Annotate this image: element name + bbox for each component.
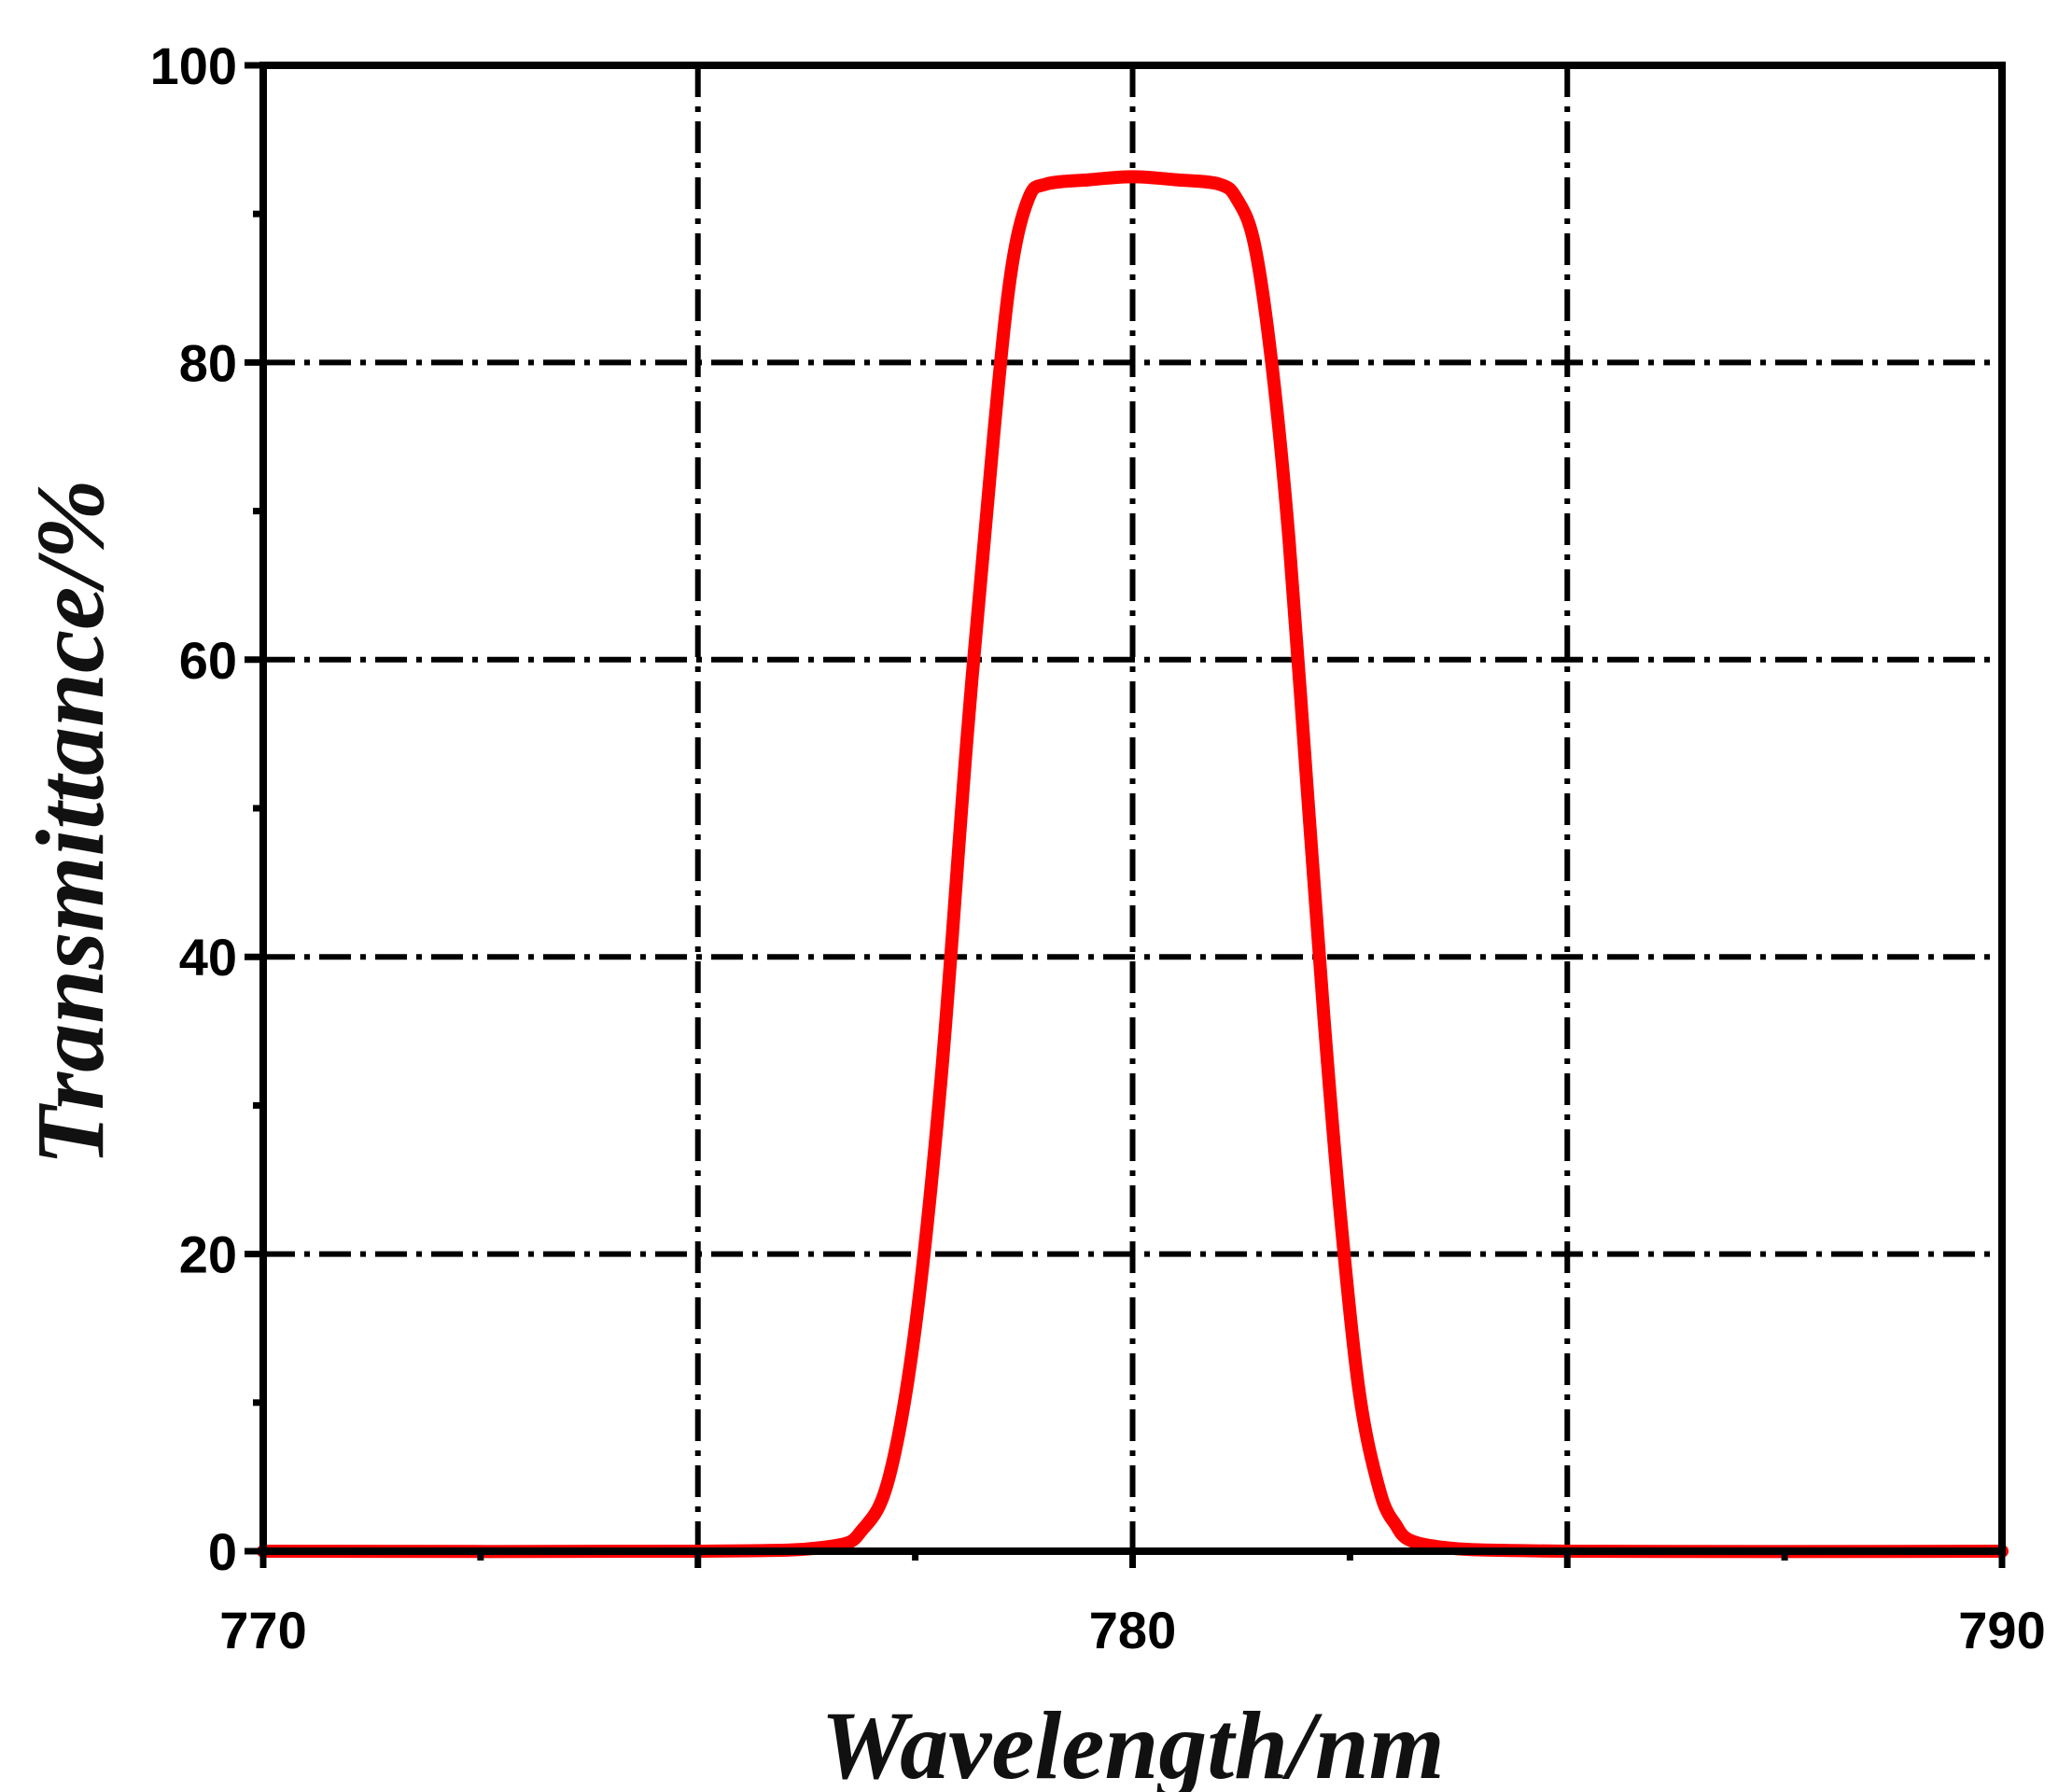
y-tick-label: 100 [150, 36, 237, 95]
axis-ticks [245, 62, 2006, 1568]
y-axis-title: Transmittance/% [17, 479, 124, 1166]
y-tick-label: 40 [179, 928, 237, 987]
y-tick-label: 60 [179, 631, 237, 690]
transmittance-series-line [257, 170, 2009, 1559]
series-layer [257, 170, 2009, 1559]
y-tick-label: 0 [208, 1522, 237, 1581]
x-tick-label: 790 [1958, 1601, 2045, 1659]
x-tick-label: 770 [219, 1601, 306, 1659]
y-tick-label: 80 [179, 333, 237, 392]
grid [263, 65, 2002, 1551]
x-tick-labels: 770 780 790 [219, 1601, 2045, 1659]
x-tick-label: 780 [1089, 1601, 1176, 1659]
y-tick-label: 20 [179, 1225, 237, 1284]
x-axis-title: Wavelength/nm [820, 1692, 1444, 1792]
y-tick-labels: 0 20 40 60 80 100 [150, 36, 237, 1581]
